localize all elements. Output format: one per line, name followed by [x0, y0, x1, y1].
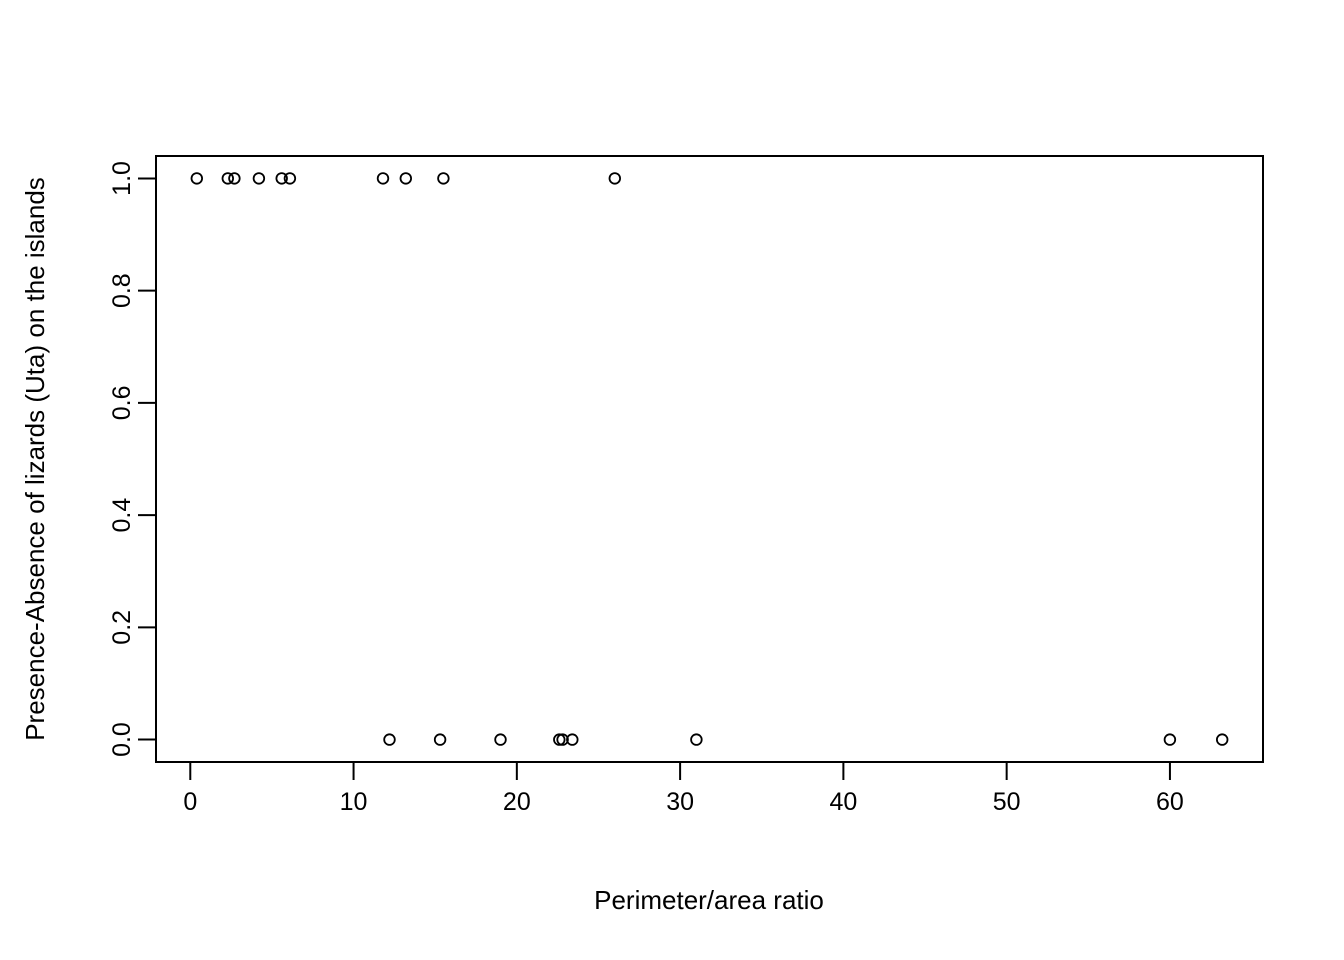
data-point [494, 733, 507, 746]
data-point [566, 733, 579, 746]
data-point [190, 172, 204, 185]
x-tick-label: 10 [340, 788, 368, 816]
x-tick-label: 30 [666, 788, 694, 816]
data-point [690, 733, 703, 746]
data-point [608, 172, 622, 185]
y-tick-label: 0.0 [108, 722, 136, 757]
data-point [1215, 733, 1229, 746]
data-point [376, 172, 390, 185]
data-point [275, 172, 288, 185]
x-tick-label: 60 [1156, 788, 1184, 816]
y-tick-label: 1.0 [108, 161, 136, 196]
y-tick-label: 0.4 [108, 498, 136, 533]
data-point [437, 172, 450, 185]
x-tick-label: 50 [993, 788, 1021, 816]
x-tick-label: 40 [829, 788, 857, 816]
data-point [433, 733, 447, 746]
x-axis-title: Perimeter/area ratio [594, 885, 824, 915]
data-point [1163, 733, 1177, 746]
x-tick-label: 0 [183, 788, 197, 816]
x-tick-label: 20 [503, 788, 531, 816]
data-point [283, 172, 297, 185]
data-point [553, 733, 566, 746]
y-tick-label: 0.2 [108, 610, 136, 645]
plot-box [155, 155, 1264, 763]
y-tick-label: 0.6 [108, 386, 136, 421]
data-point [383, 733, 396, 746]
y-axis-ticks: 0.0 0.2 0.4 0.6 0.8 1.0 [108, 161, 156, 757]
data-point [221, 172, 235, 185]
x-axis-ticks: 0 10 20 30 40 50 60 [183, 762, 1184, 816]
data-points [190, 172, 1229, 746]
y-axis-title: Presence-Absence of lizards (Uta) on the… [20, 177, 50, 741]
y-tick-label: 0.8 [108, 273, 136, 308]
data-point [252, 172, 266, 185]
data-point [228, 172, 241, 185]
data-point [399, 172, 413, 185]
